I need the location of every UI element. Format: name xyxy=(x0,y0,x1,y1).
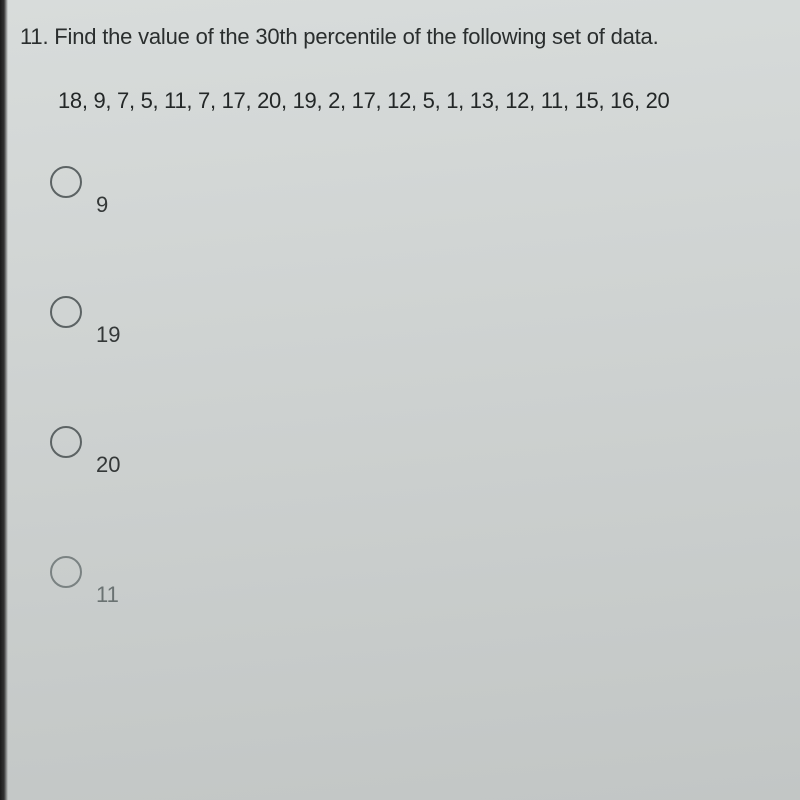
question-text-content: Find the value of the 30th percentile of… xyxy=(54,24,658,49)
option-label: 9 xyxy=(96,192,108,218)
data-values: 18, 9, 7, 5, 11, 7, 17, 20, 19, 2, 17, 1… xyxy=(58,88,780,114)
option-row[interactable]: 11 xyxy=(50,556,780,608)
radio-button[interactable] xyxy=(50,296,82,328)
radio-button[interactable] xyxy=(50,556,82,588)
radio-button[interactable] xyxy=(50,426,82,458)
question-number: 11 xyxy=(20,24,42,49)
option-label: 20 xyxy=(96,452,120,478)
question-prompt: 11. Find the value of the 30th percentil… xyxy=(20,24,780,50)
option-row[interactable]: 19 xyxy=(50,296,780,348)
options-group: 9 19 20 11 xyxy=(50,166,780,608)
radio-button[interactable] xyxy=(50,166,82,198)
option-row[interactable]: 9 xyxy=(50,166,780,218)
option-label: 11 xyxy=(96,582,119,608)
option-row[interactable]: 20 xyxy=(50,426,780,478)
option-label: 19 xyxy=(96,322,120,348)
